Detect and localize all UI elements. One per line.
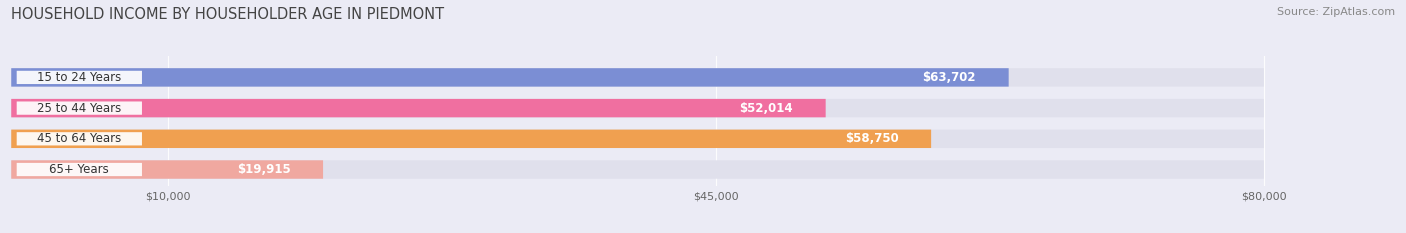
FancyBboxPatch shape xyxy=(17,163,142,176)
FancyBboxPatch shape xyxy=(11,160,323,179)
FancyBboxPatch shape xyxy=(11,130,1264,148)
Text: HOUSEHOLD INCOME BY HOUSEHOLDER AGE IN PIEDMONT: HOUSEHOLD INCOME BY HOUSEHOLDER AGE IN P… xyxy=(11,7,444,22)
FancyBboxPatch shape xyxy=(11,99,825,117)
Text: 25 to 44 Years: 25 to 44 Years xyxy=(37,102,121,115)
FancyBboxPatch shape xyxy=(11,160,1264,179)
Text: 45 to 64 Years: 45 to 64 Years xyxy=(37,132,121,145)
Text: 65+ Years: 65+ Years xyxy=(49,163,110,176)
FancyBboxPatch shape xyxy=(11,99,1264,117)
Text: 15 to 24 Years: 15 to 24 Years xyxy=(37,71,121,84)
FancyBboxPatch shape xyxy=(17,71,142,84)
FancyBboxPatch shape xyxy=(17,102,142,115)
FancyBboxPatch shape xyxy=(11,68,1008,87)
Text: Source: ZipAtlas.com: Source: ZipAtlas.com xyxy=(1277,7,1395,17)
Text: $58,750: $58,750 xyxy=(845,132,898,145)
FancyBboxPatch shape xyxy=(11,68,1264,87)
Text: $52,014: $52,014 xyxy=(740,102,793,115)
Text: $19,915: $19,915 xyxy=(236,163,291,176)
FancyBboxPatch shape xyxy=(11,130,931,148)
Text: $63,702: $63,702 xyxy=(922,71,976,84)
FancyBboxPatch shape xyxy=(17,132,142,145)
